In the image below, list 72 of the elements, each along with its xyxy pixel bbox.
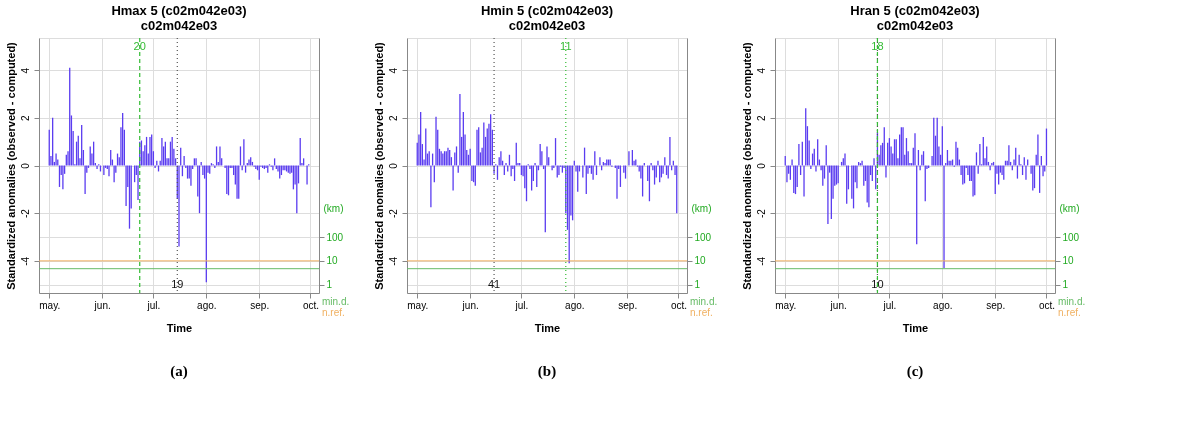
x-tick-label: may. — [39, 299, 61, 311]
chart-subtitle: c02m042e03 — [140, 18, 218, 34]
y-tick-label: 0 — [387, 162, 399, 169]
y-tick-label: -4 — [755, 256, 767, 266]
x-tick-label: jul. — [514, 299, 529, 311]
y-tick-label: 2 — [387, 115, 399, 122]
y-tick-label: 4 — [387, 67, 399, 74]
text: (c) — [906, 363, 924, 380]
x-tick-label: ago. — [565, 299, 585, 311]
y-axis-title: Standardized anomalies (observed - computed) — [372, 41, 385, 290]
x-axis-title: Time — [902, 321, 929, 334]
y2-tick-label: 100 — [1062, 231, 1080, 243]
x-tick-label: ago. — [197, 299, 217, 311]
y2-axis-title: (km) — [1059, 203, 1080, 215]
ref-line-label: n.ref. — [1058, 307, 1081, 318]
chart-subtitle: c02m042e03 — [508, 18, 586, 34]
y-tick-label: 0 — [19, 162, 31, 169]
x-tick-label: jun. — [461, 299, 479, 311]
text: (b) — [537, 363, 557, 380]
x-tick-label: jul. — [882, 299, 897, 311]
ref-line-label: n.ref. — [690, 307, 713, 318]
chart-title: Hmax 5 (c02m042e03) — [111, 3, 247, 19]
x-axis-title: Time — [166, 321, 193, 334]
y-tick-label: -2 — [387, 208, 399, 219]
x-axis-title: Time — [534, 321, 561, 334]
x-tick-label: may. — [775, 299, 797, 311]
chart-subtitle: c02m042e03 — [876, 18, 954, 34]
ref-line-label: min.d. — [690, 296, 718, 307]
y-axis-title: Standardized anomalies (observed - computed) — [4, 41, 17, 290]
x-tick-label: sep. — [250, 299, 270, 311]
y2-tick-label: 1 — [1062, 279, 1069, 291]
y2-axis-title: (km) — [691, 203, 712, 215]
ref-line-label: min.d. — [322, 296, 350, 307]
y-tick-label: -2 — [755, 208, 767, 219]
y-tick-label: 0 — [755, 162, 767, 169]
x-tick-label: oct. — [670, 299, 688, 311]
y-tick-label: 2 — [19, 115, 31, 122]
x-tick-label: jun. — [829, 299, 847, 311]
x-tick-label: sep. — [986, 299, 1006, 311]
x-tick-label: sep. — [618, 299, 638, 311]
y-tick-label: -2 — [19, 208, 31, 219]
y-tick-label: 2 — [755, 115, 767, 122]
y-tick-label: 4 — [19, 67, 31, 74]
x-tick-label: jul. — [146, 299, 161, 311]
y2-tick-label: 10 — [326, 255, 339, 267]
ref-line-label: n.ref. — [322, 307, 345, 318]
y2-tick-label: 1 — [326, 279, 333, 291]
y-axis-title: Standardized anomalies (observed - computed) — [740, 41, 753, 290]
y2-tick-label: 10 — [694, 255, 707, 267]
ref-line-label: 18 — [871, 40, 884, 52]
x-tick-label: may. — [407, 299, 429, 311]
ref-line-label: 41 — [487, 278, 501, 290]
ref-line-label: 19 — [171, 278, 184, 290]
x-tick-label: ago. — [933, 299, 953, 311]
x-tick-label: oct. — [1038, 299, 1056, 311]
ref-line-label: min.d. — [1058, 296, 1086, 307]
ref-line-label: 10 — [871, 278, 884, 290]
x-tick-label: jun. — [93, 299, 111, 311]
y-tick-label: -4 — [387, 256, 399, 266]
y2-axis-title: (km) — [323, 203, 344, 215]
y2-tick-label: 1 — [694, 279, 701, 291]
y-tick-label: 4 — [755, 67, 767, 74]
y2-tick-label: 100 — [694, 231, 712, 243]
y2-tick-label: 10 — [1062, 255, 1075, 267]
y-tick-label: -4 — [19, 256, 31, 266]
chart-title: Hran 5 (c02m042e03) — [850, 3, 980, 19]
ref-line-label: 11 — [560, 40, 572, 52]
text: (a) — [170, 363, 188, 380]
chart-title: Hmin 5 (c02m042e03) — [480, 3, 614, 19]
x-tick-label: oct. — [302, 299, 320, 311]
ref-line-label: 20 — [133, 40, 146, 52]
y2-tick-label: 100 — [326, 231, 344, 243]
